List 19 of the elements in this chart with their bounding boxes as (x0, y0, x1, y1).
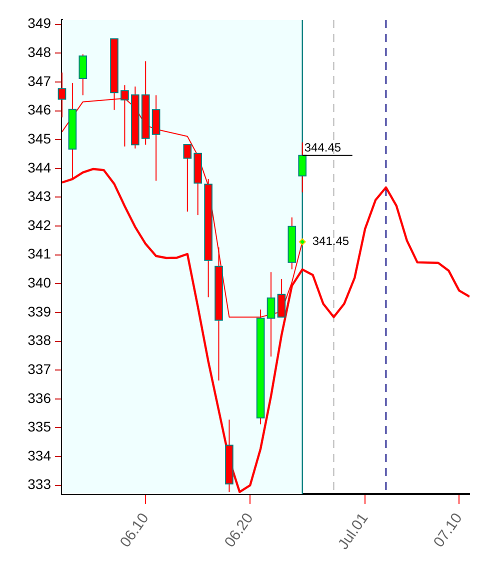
y-tick-label: 336 (28, 390, 52, 406)
y-tick-label: 348 (28, 44, 52, 60)
y-tick-label: 345 (28, 130, 52, 146)
y-tick-label: 341 (28, 246, 52, 262)
y-tick-label: 342 (28, 216, 52, 233)
y-tick-label: 334 (28, 447, 52, 464)
annotation: 344.45 (304, 140, 342, 155)
y-tick-label: 337 (28, 360, 52, 377)
y-tick-label: 340 (28, 274, 52, 291)
y-tick-label: 347 (28, 72, 52, 89)
y-tick-label: 346 (28, 102, 52, 118)
y-tick-label: 344 (28, 159, 52, 176)
y-tick-label: 343 (28, 188, 52, 204)
y-tick-label: 339 (28, 303, 52, 320)
y-tick-label: 335 (28, 418, 52, 435)
y-tick-label: 333 (28, 476, 52, 492)
y-tick-label: 338 (28, 332, 52, 348)
y-tick-label: 349 (28, 15, 52, 32)
data-label: 341.45 (312, 234, 350, 248)
